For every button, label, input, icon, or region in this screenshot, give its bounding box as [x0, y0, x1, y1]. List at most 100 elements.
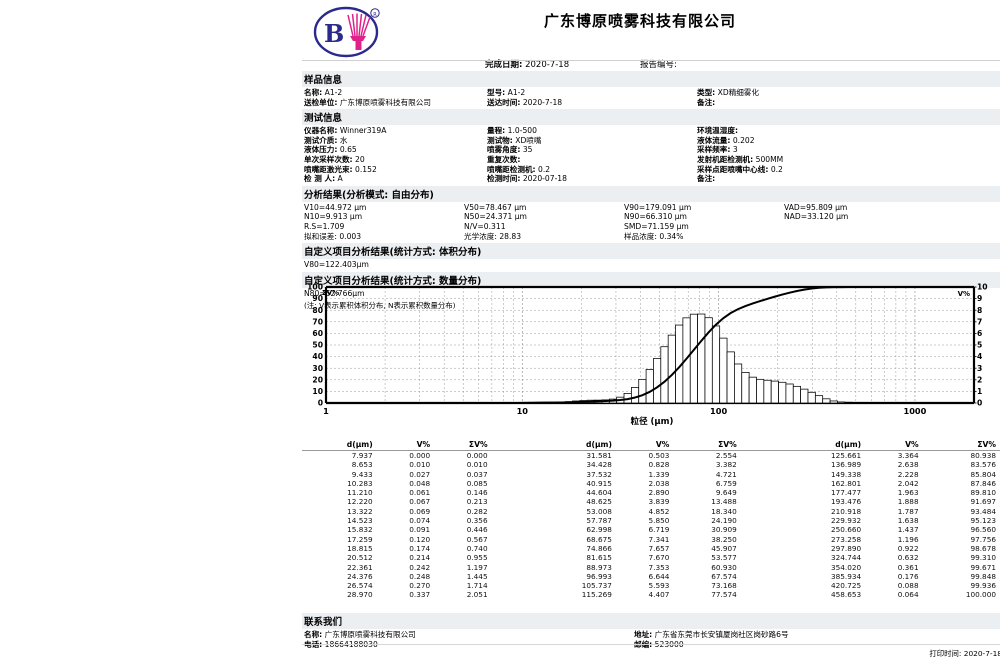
kv-value: 0.2: [770, 164, 783, 174]
table-cell: 34.428: [586, 460, 612, 470]
table-cell: 48.625: [586, 497, 612, 507]
table-cell: 1.437: [897, 525, 919, 535]
custom-number-body: N80=52.766μm: [302, 288, 1000, 300]
table-cell: 96.993: [586, 571, 612, 581]
kv-item: 地址: 广东省东莞市长安镇厦岗社区岗砂路6号: [634, 630, 1000, 640]
kv-key: 类型:: [697, 88, 716, 97]
table-cell: 0.356: [466, 516, 488, 526]
analysis-value: R.S=1.709: [304, 221, 345, 231]
table-col-header: V%: [378, 440, 437, 451]
table-cell: 0.146: [466, 488, 488, 498]
kv-key: 喷雾角度:: [487, 145, 521, 155]
kv-value: Winner319A: [339, 126, 387, 136]
table-col-header: ΣV%: [436, 440, 494, 451]
company-logo: B R: [306, 6, 392, 58]
kv-key: 型号:: [487, 88, 506, 97]
table-cell: 10.283: [347, 478, 373, 488]
kv-key: 备注:: [697, 174, 716, 184]
custom-volume-body: V80=122.403μm: [302, 259, 1000, 271]
analysis-grid: V10=44.972 μm V50=78.467 μm V90=179.091 …: [302, 202, 1000, 242]
kv-key: 重复次数:: [487, 154, 521, 164]
table-cell: 0.010: [466, 460, 488, 470]
table-cell: 98.678: [970, 543, 996, 553]
table-row: 28.970 0.337 2.051 115.269 4.407 77.574 458.65…: [302, 590, 1000, 599]
table-cell: 0.922: [897, 543, 919, 553]
table-cell: 67.574: [711, 571, 737, 581]
table-cell: 100.000: [965, 590, 996, 600]
kv-item: 名称: 广东博原喷雾科技有限公司: [304, 630, 634, 640]
table-cell: 1.963: [897, 488, 919, 498]
svg-text:60: 60: [312, 329, 323, 338]
table-cell: 91.697: [970, 497, 996, 507]
kv-value: 0.152: [355, 164, 377, 174]
kv-item: 采样点距喷嘴中心线: 0.2: [697, 165, 1000, 175]
table-cell: 0.213: [466, 497, 488, 507]
table-cell: 97.756: [970, 534, 996, 544]
table-cell: 7.353: [648, 562, 670, 572]
table-cell: 87.846: [970, 478, 996, 488]
table-cell: 31.581: [586, 451, 612, 460]
analysis-value: VAD=95.809 μm: [784, 202, 848, 212]
table-cell: 17.259: [347, 534, 373, 544]
analysis-value: 拟和误差: 0.003: [304, 231, 362, 241]
svg-text:8: 8: [977, 306, 982, 315]
table-cell: 20.512: [347, 553, 373, 563]
table-cell: 18.340: [711, 506, 737, 516]
table-cell: 0.361: [897, 562, 919, 572]
table-cell: 0.091: [409, 525, 431, 535]
svg-text:40: 40: [312, 352, 323, 361]
kv-value: 广东博原喷雾科技有限公司: [324, 630, 416, 639]
analysis-value: [784, 232, 1000, 242]
table-cell: 7.341: [648, 534, 670, 544]
kv-key: 液体流量:: [697, 135, 731, 145]
table-cell: 0.085: [466, 478, 488, 488]
analysis-title: 分析结果(分析模式: 自由分布): [302, 185, 1000, 202]
svg-text:3: 3: [977, 364, 982, 373]
table-cell: 40.915: [586, 478, 612, 488]
test-info-title: 测试信息: [302, 109, 1000, 126]
analysis-value: 样品浓度: 0.34%: [624, 231, 684, 241]
svg-text:0: 0: [318, 399, 323, 408]
table-cell: 2.042: [897, 478, 919, 488]
table-cell: 88.973: [586, 562, 612, 572]
svg-text:9: 9: [977, 294, 982, 303]
analysis-value: V50=78.467 μm: [464, 202, 527, 212]
kv-item: 发射机距检测机: 500MM: [697, 155, 1000, 165]
table-cell: 105.737: [581, 581, 612, 591]
table-cell: 1.787: [897, 506, 919, 516]
custom-number-title: 自定义项目分析结果(统计方式: 数量分布): [302, 271, 1000, 288]
table-row: 9.433 0.027 0.037 37.532 1.339 4.721 149.338 2.…: [302, 470, 1000, 479]
svg-text:1: 1: [323, 406, 329, 416]
table-cell: 44.604: [586, 488, 612, 498]
kv-key: 检测时间:: [487, 174, 521, 184]
table-cell: 2.554: [715, 451, 737, 460]
table-cell: 81.615: [586, 553, 612, 563]
svg-text:2: 2: [977, 375, 982, 384]
table-cell: 6.644: [648, 571, 670, 581]
svg-text:70: 70: [312, 317, 323, 326]
table-cell: 1.197: [466, 562, 488, 572]
table-cell: 0.000: [466, 451, 488, 460]
print-time-label: 打印时间:: [929, 649, 962, 658]
kv-key: 名称:: [304, 88, 323, 97]
table-cell: 57.787: [586, 516, 612, 526]
table-cell: 26.574: [347, 581, 373, 591]
table-cell: 18.815: [347, 543, 373, 553]
svg-text:50: 50: [312, 341, 323, 350]
table-cell: 250.660: [830, 525, 862, 535]
kv-value: 3: [732, 145, 738, 155]
table-cell: 0.828: [648, 460, 670, 470]
distribution-note: (注: V表示累积体积分布, N表示累积数量分布): [304, 301, 456, 311]
table-cell: 162.801: [830, 478, 862, 488]
kv-item: 测试物: XD喷嘴: [487, 136, 697, 146]
table-cell: 24.190: [711, 516, 737, 526]
completion-date-field: 完成日期: 2020-7-18: [485, 58, 569, 70]
table-cell: 9.433: [351, 469, 373, 479]
svg-text:100: 100: [307, 283, 323, 292]
kv-key: 喷嘴距检测机:: [487, 164, 536, 174]
report-number-field: 报告编号:: [640, 58, 677, 70]
table-col-header: d(μm): [742, 440, 868, 451]
table-cell: 0.088: [897, 581, 919, 591]
distribution-table: d(μm) V% ΣV% d(μm) V% ΣV% d(μm) V% ΣV% 7.937 0.00…: [302, 440, 1000, 600]
